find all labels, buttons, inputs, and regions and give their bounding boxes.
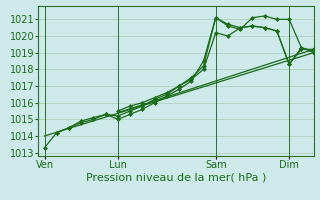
X-axis label: Pression niveau de la mer( hPa ): Pression niveau de la mer( hPa ) [86,173,266,183]
